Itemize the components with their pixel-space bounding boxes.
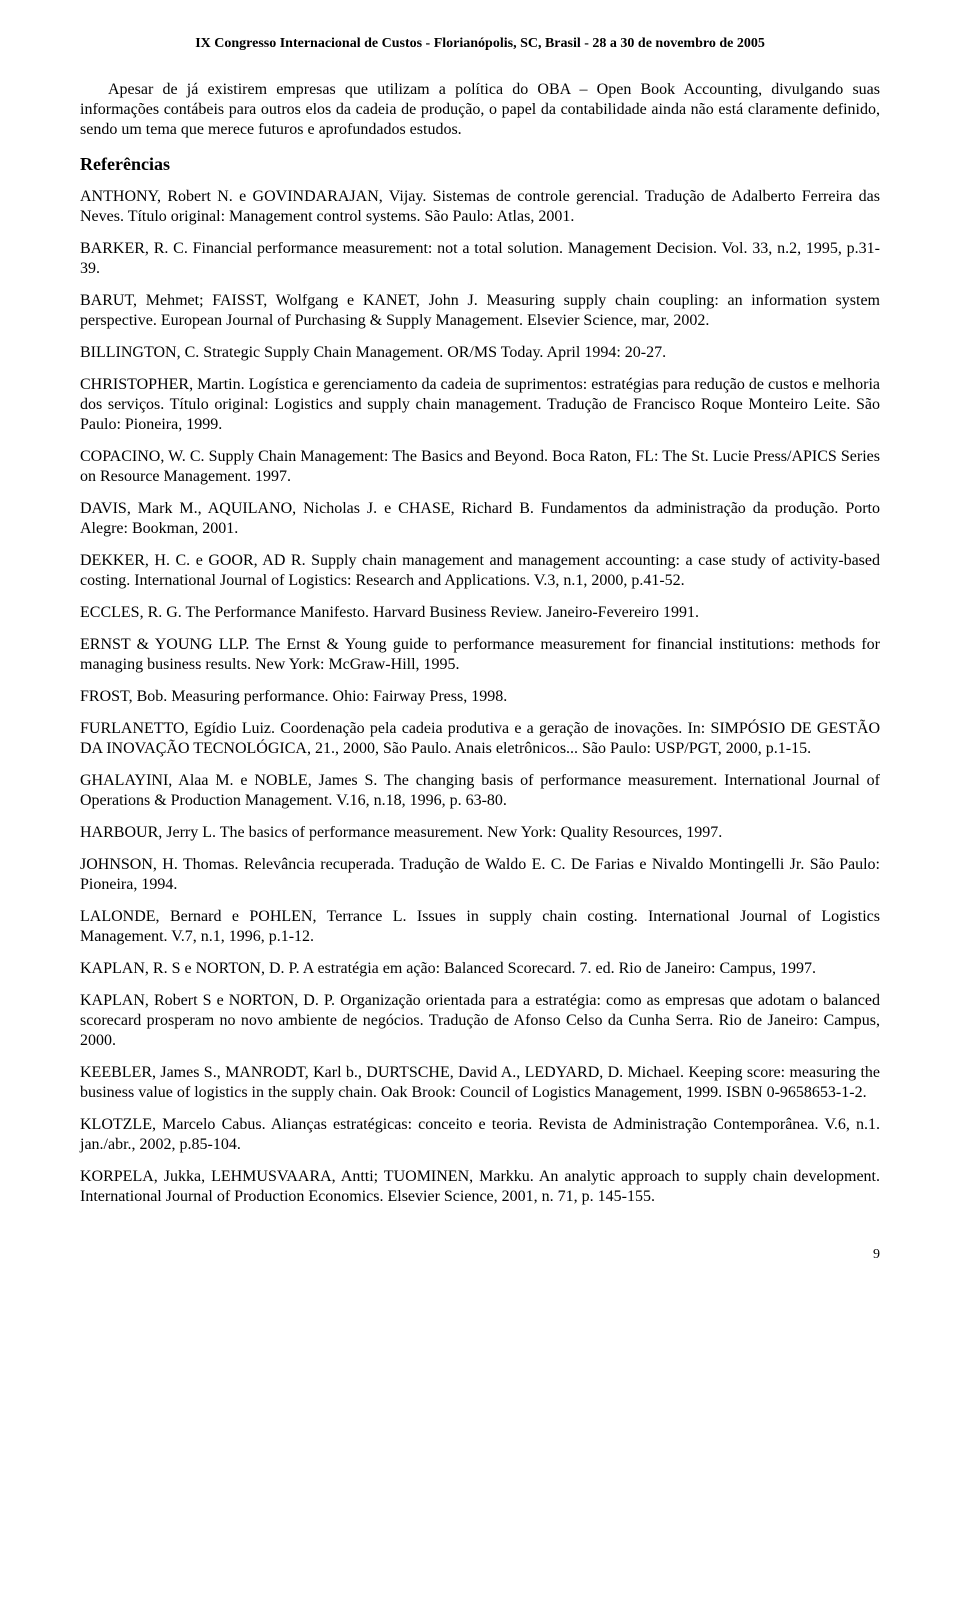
reference-item: BARUT, Mehmet; FAISST, Wolfgang e KANET,… [80,291,880,331]
reference-item: DEKKER, H. C. e GOOR, AD R. Supply chain… [80,551,880,591]
reference-item: COPACINO, W. C. Supply Chain Management:… [80,447,880,487]
reference-item: ANTHONY, Robert N. e GOVINDARAJAN, Vijay… [80,187,880,227]
reference-item: DAVIS, Mark M., AQUILANO, Nicholas J. e … [80,499,880,539]
reference-item: GHALAYINI, Alaa M. e NOBLE, James S. The… [80,771,880,811]
page-number: 9 [80,1247,880,1263]
reference-item: BILLINGTON, C. Strategic Supply Chain Ma… [80,343,880,363]
running-header: IX Congresso Internacional de Custos - F… [80,36,880,52]
reference-item: KAPLAN, Robert S e NORTON, D. P. Organiz… [80,991,880,1051]
reference-item: HARBOUR, Jerry L. The basics of performa… [80,823,880,843]
page-container: IX Congresso Internacional de Custos - F… [0,0,960,1323]
references-heading: Referências [80,154,880,175]
reference-item: KAPLAN, R. S e NORTON, D. P. A estratégi… [80,959,880,979]
body-paragraph: Apesar de já existirem empresas que util… [80,80,880,140]
reference-item: KEEBLER, James S., MANRODT, Karl b., DUR… [80,1063,880,1103]
reference-item: KLOTZLE, Marcelo Cabus. Alianças estraté… [80,1115,880,1155]
reference-item: ERNST & YOUNG LLP. The Ernst & Young gui… [80,635,880,675]
reference-item: FURLANETTO, Egídio Luiz. Coordenação pel… [80,719,880,759]
reference-item: ECCLES, R. G. The Performance Manifesto.… [80,603,880,623]
reference-item: KORPELA, Jukka, LEHMUSVAARA, Antti; TUOM… [80,1167,880,1207]
reference-item: FROST, Bob. Measuring performance. Ohio:… [80,687,880,707]
reference-item: LALONDE, Bernard e POHLEN, Terrance L. I… [80,907,880,947]
reference-item: CHRISTOPHER, Martin. Logística e gerenci… [80,375,880,435]
reference-item: JOHNSON, H. Thomas. Relevância recuperad… [80,855,880,895]
reference-item: BARKER, R. C. Financial performance meas… [80,239,880,279]
